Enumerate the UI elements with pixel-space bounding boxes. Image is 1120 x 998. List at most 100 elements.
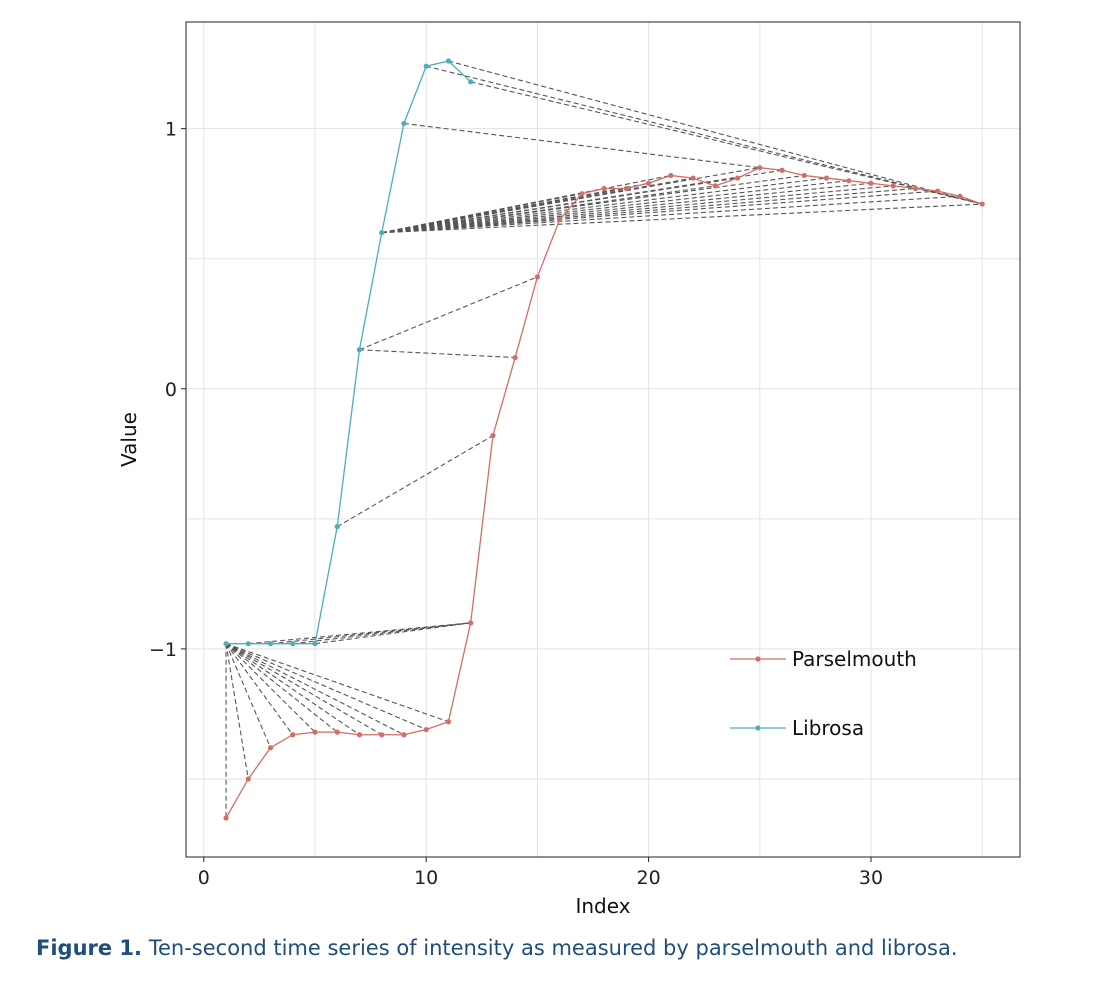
axis-layer: 0 10 20 30 −1 0 1 Index Value <box>117 21 1021 918</box>
librosa-data-point <box>423 63 429 69</box>
x-tick-label: 20 <box>636 867 660 889</box>
librosa-data-point <box>334 524 340 530</box>
parselmouth-data-point <box>534 274 540 280</box>
parselmouth-data-point <box>468 620 474 626</box>
x-tick-label: 0 <box>198 867 210 889</box>
y-tick-label: −1 <box>149 639 177 661</box>
parselmouth-data-point <box>401 732 407 738</box>
parselmouth-data-point <box>312 729 318 735</box>
alignment-connector <box>448 60 983 205</box>
alignment-connector <box>381 177 827 234</box>
legend-label-parselmouth: Parselmouth <box>792 647 917 671</box>
parselmouth-data-point <box>356 732 363 738</box>
legend-key-point-parselmouth <box>755 656 761 662</box>
alignment-connector <box>225 643 316 733</box>
alignment-connector <box>225 643 405 736</box>
parselmouth-data-point <box>690 175 696 181</box>
parselmouth-data-point <box>490 432 496 439</box>
parselmouth-data-point <box>267 745 274 751</box>
parselmouth-data-point <box>645 180 652 186</box>
parselmouth-data-point <box>379 732 385 738</box>
alignment-connector <box>248 622 471 645</box>
plot-frame <box>185 21 1021 858</box>
alignment-connector <box>359 349 516 359</box>
parselmouth-data-point <box>957 193 963 199</box>
parselmouth-data-point <box>846 178 852 184</box>
librosa-data-point <box>223 641 229 647</box>
librosa-data-point <box>468 79 474 85</box>
parselmouth-data-point <box>801 172 807 179</box>
parselmouth-data-point <box>290 732 296 738</box>
parselmouth-data-point <box>223 815 229 821</box>
parselmouth-data-point <box>779 167 785 173</box>
x-tick-label: 30 <box>859 867 883 889</box>
y-axis-title: Value <box>117 412 141 467</box>
alignment-connector <box>359 276 538 351</box>
chart-area: 0 10 20 30 −1 0 1 Index Value Parselmouth Librosa <box>117 21 1021 918</box>
parselmouth-data-point <box>557 217 563 223</box>
alignment-connectors <box>225 60 983 818</box>
alignment-connector <box>314 622 471 645</box>
parselmouth-data-point <box>512 354 518 361</box>
caption-label: Figure 1. <box>36 936 143 960</box>
grid-layer <box>186 22 1020 857</box>
alignment-connector <box>426 65 983 205</box>
y-tick-label: 1 <box>165 119 177 141</box>
librosa-data-point <box>290 641 296 647</box>
parselmouth-data-point <box>912 185 919 192</box>
series-layer <box>223 58 985 821</box>
legend-label-librosa: Librosa <box>792 716 864 740</box>
librosa-data-point <box>401 120 407 127</box>
parselmouth-data-point <box>623 185 629 192</box>
alignment-connector <box>270 622 471 645</box>
librosa-data-point <box>356 347 363 353</box>
alignment-connector <box>381 195 960 234</box>
figure-caption: Figure 1. Ten-second time series of inte… <box>36 936 958 960</box>
alignment-connector <box>225 643 249 780</box>
alignment-connector <box>381 180 849 234</box>
librosa-data-point <box>245 641 251 647</box>
alignment-connector <box>381 169 783 234</box>
parselmouth-data-point <box>734 175 741 181</box>
x-tick-label: 10 <box>414 867 438 889</box>
librosa-data-point <box>267 641 274 647</box>
parselmouth-data-point <box>935 188 941 194</box>
parselmouth-data-point <box>979 201 985 207</box>
alignment-connector <box>225 643 360 736</box>
parselmouth-data-point <box>245 776 251 782</box>
alignment-connector <box>403 122 760 169</box>
parselmouth-data-point <box>423 726 429 733</box>
alignment-connector <box>225 643 272 748</box>
alignment-connector <box>381 190 938 234</box>
alignment-connector <box>225 643 382 736</box>
parselmouth-data-point <box>445 719 452 725</box>
librosa-series-line <box>226 60 472 645</box>
alignment-connector <box>292 622 471 645</box>
alignment-connector <box>225 643 449 723</box>
librosa-data-point <box>445 58 452 64</box>
x-axis-title: Index <box>575 894 630 918</box>
parselmouth-data-point <box>668 172 674 179</box>
parselmouth-data-point <box>868 180 874 186</box>
parselmouth-data-point <box>579 191 585 197</box>
parselmouth-data-point <box>890 183 896 189</box>
parselmouth-data-point <box>334 729 340 735</box>
alignment-connector <box>381 174 671 234</box>
alignment-connector <box>381 182 872 234</box>
parselmouth-data-point <box>712 183 718 189</box>
librosa-data-point <box>312 641 318 647</box>
parselmouth-data-point <box>823 175 830 181</box>
parselmouth-data-point <box>757 165 763 171</box>
alignment-connector <box>381 187 916 234</box>
parselmouth-data-point <box>601 185 607 192</box>
y-tick-label: 0 <box>165 379 177 401</box>
librosa-data-point <box>379 230 385 236</box>
alignment-connector <box>225 643 338 733</box>
alignment-connector <box>225 643 427 731</box>
alignment-connector <box>225 643 294 736</box>
alignment-connector <box>381 185 894 234</box>
alignment-connector <box>381 203 983 234</box>
legend-key-point-librosa <box>755 725 761 731</box>
legend: Parselmouth Librosa <box>730 647 917 740</box>
